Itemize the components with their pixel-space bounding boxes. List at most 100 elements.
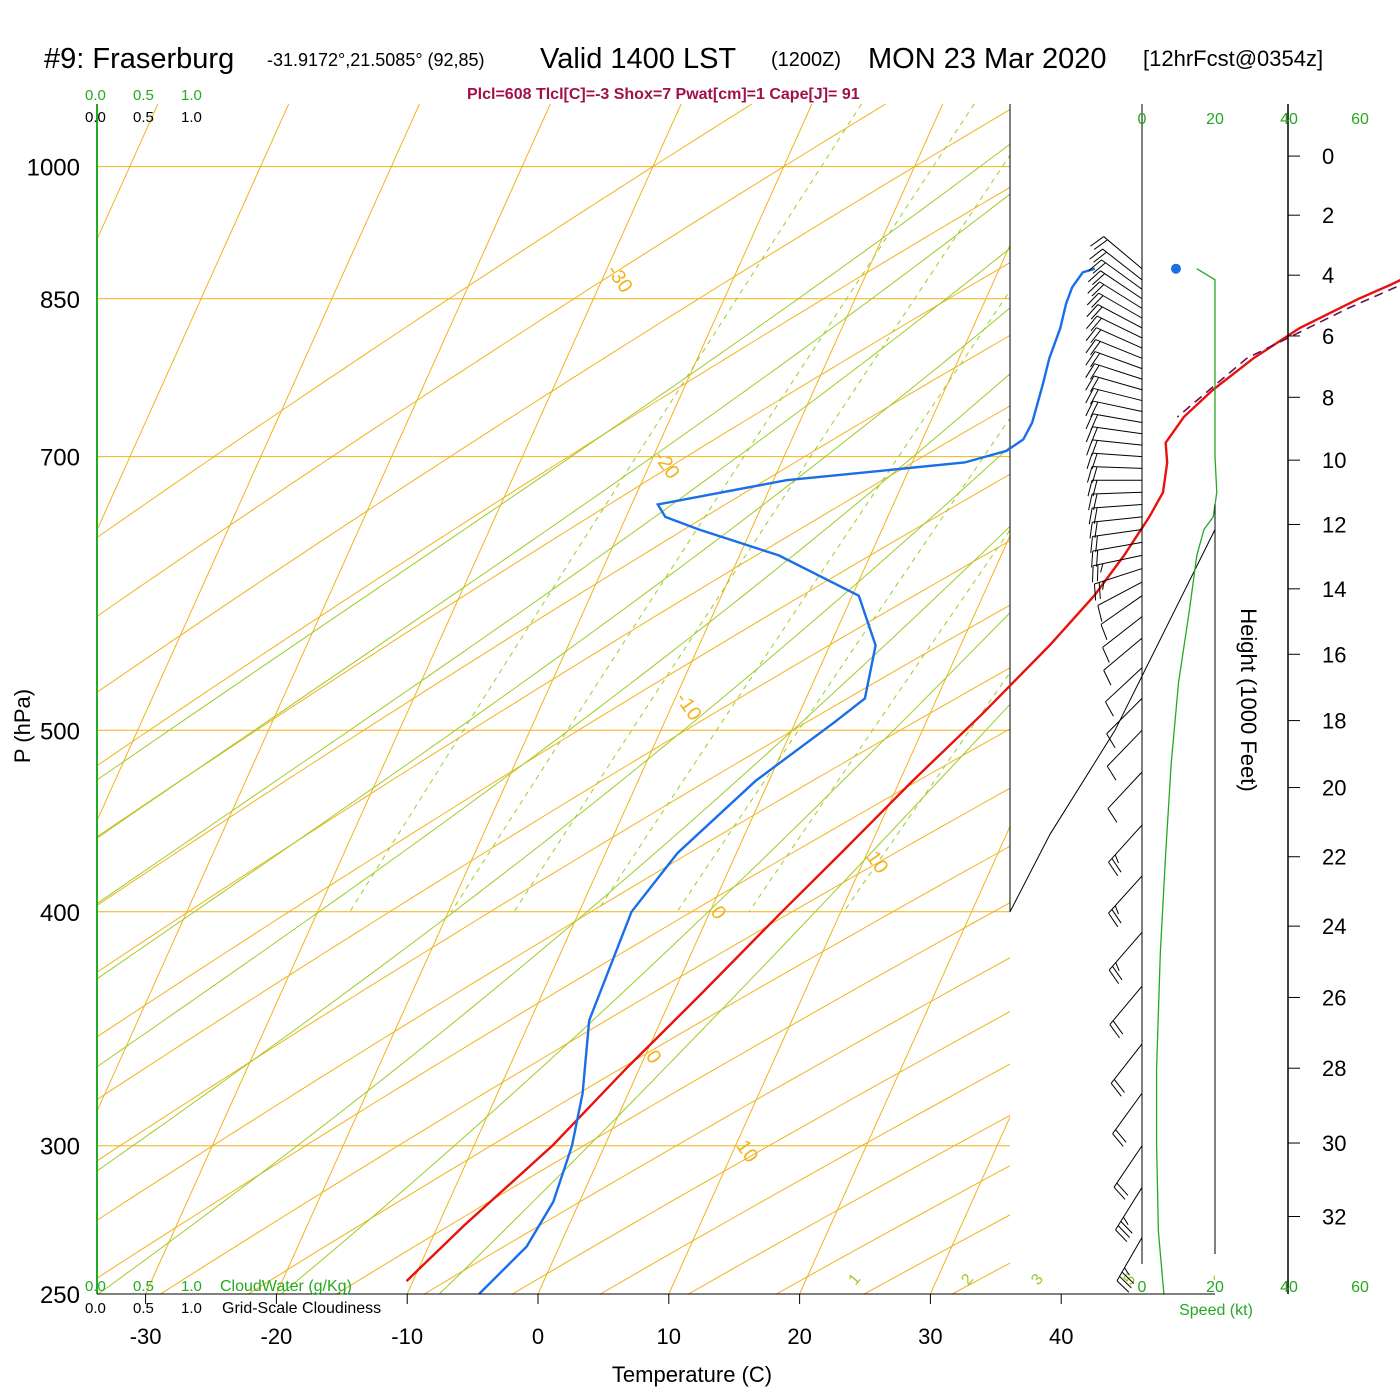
temperature-curve — [405, 278, 1400, 1282]
wind-barb-flag — [1108, 861, 1119, 877]
height-axis-title: Height (1000 Feet) — [1236, 608, 1261, 791]
height-tick-label: 28 — [1322, 1056, 1346, 1081]
wind-barb — [1085, 387, 1143, 405]
x-tick-label: 40 — [1049, 1324, 1073, 1349]
mixing-ratio-line — [450, 104, 975, 913]
wind-barb-flag — [1108, 912, 1119, 928]
x-tick-label: -20 — [261, 1324, 293, 1349]
isotherm-line — [668, 534, 1010, 1294]
height-tick-label: 12 — [1322, 512, 1346, 537]
wind-barb-flag — [1093, 251, 1107, 263]
wind-barb-flag — [1090, 389, 1099, 405]
x-tick-label: 30 — [918, 1324, 942, 1349]
wind-barb-flag — [1097, 605, 1103, 622]
wind-barb — [1086, 315, 1143, 339]
wind-barb — [1087, 270, 1143, 300]
cloudiness-bottom-tick-0: 0.0 — [85, 1300, 106, 1317]
wind-barb — [1091, 541, 1143, 568]
wind-barb-flag — [1107, 808, 1118, 823]
wind-barb-flag — [1090, 317, 1102, 332]
wind-barb-flag — [1100, 563, 1104, 573]
wind-barb-shaft — [1098, 292, 1143, 319]
cloudwater-bottom-tick-2: 1.0 — [181, 1278, 202, 1295]
wind-barb-shaft — [1100, 595, 1143, 625]
speed-tick-2: 40 — [1280, 111, 1298, 128]
cloudwater-bottom-tick-0: 0.0 — [85, 1278, 106, 1295]
speed-label: Speed (kt) — [1179, 1302, 1253, 1319]
wind-barb — [1088, 504, 1143, 525]
wind-barb-flag — [1096, 550, 1099, 567]
valid-time: Valid 1400 LST — [540, 43, 736, 75]
x-tick-label: 10 — [657, 1324, 681, 1349]
mixing-ratio-line — [349, 104, 862, 913]
moist-adiabat-line — [97, 445, 1010, 1172]
wind-barb-flag — [1112, 1133, 1124, 1147]
isotherm-line — [97, 104, 420, 822]
height-tick-label: 18 — [1322, 709, 1346, 734]
wind-barb-flag — [1112, 966, 1123, 981]
wind-barb-flag — [1085, 426, 1093, 443]
wind-barb-shaft — [1092, 541, 1143, 552]
wind-barb-flag — [1108, 969, 1120, 984]
wind-barb-shaft — [1092, 516, 1143, 523]
grid-lines — [97, 104, 1010, 1294]
wind-barb-shaft — [1108, 875, 1143, 914]
wind-barb — [1106, 698, 1143, 749]
wind-barb — [1085, 351, 1143, 370]
speed-bottom-tick-2: 40 — [1280, 1279, 1298, 1296]
wind-barb — [1097, 581, 1143, 622]
wind-barb-flag — [1085, 327, 1097, 342]
wind-barb-flag — [1085, 400, 1094, 417]
speed-bottom-tick-3: 60 — [1351, 1279, 1369, 1296]
wind-barb-flag — [1123, 1216, 1129, 1226]
wind-barb-flag — [1086, 304, 1099, 318]
wind-barb-flag — [1090, 536, 1093, 553]
wind-barb-flag — [1109, 1024, 1120, 1039]
wind-barb — [1088, 491, 1143, 511]
wind-barb-shaft — [1092, 554, 1143, 567]
pressure-tick-label: 250 — [40, 1282, 80, 1309]
cloudwater-tick-2: 1.0 — [181, 87, 202, 104]
speed-tick-3: 60 — [1351, 111, 1369, 128]
wind-barb-flag — [1093, 239, 1108, 250]
wind-barb-flag — [1094, 521, 1098, 539]
height-tick-label: 20 — [1322, 776, 1346, 801]
wind-barb-flag — [1100, 624, 1108, 640]
wind-barb-flag — [1090, 329, 1102, 344]
height-tick-label: 16 — [1322, 642, 1346, 667]
wind-barb-flag — [1090, 306, 1103, 320]
speed-tick-0: 0 — [1138, 111, 1147, 128]
mixing-ratio-line — [513, 154, 1010, 913]
wind-barb — [1085, 327, 1143, 349]
wind-barb — [1088, 259, 1143, 290]
plot-boundary — [1009, 104, 1216, 913]
wind-barb-flag — [1116, 1182, 1129, 1196]
dry-adiabat-line — [97, 405, 1010, 973]
wind-barb-shaft — [1112, 1092, 1143, 1134]
wind-barb-flag — [1090, 352, 1101, 368]
wind-barb-flag — [1120, 1221, 1133, 1234]
wind-barb-flag — [1085, 339, 1097, 354]
moist-adiabat-line — [97, 373, 1010, 1068]
wind-barb-shaft — [1109, 985, 1143, 1025]
wind-barb-shaft — [1092, 466, 1143, 469]
dry-adiabat-line — [97, 728, 1010, 1279]
wind-barb-shaft — [1095, 339, 1143, 359]
wind-barb — [1107, 771, 1143, 823]
valid-date: MON 23 Mar 2020 — [868, 43, 1107, 75]
dry-adiabat-line — [97, 540, 1010, 1101]
wind-barb — [1085, 339, 1143, 359]
pressure-tick-label: 850 — [40, 287, 80, 314]
wind-barb-flag — [1092, 262, 1106, 274]
isotherm-line — [97, 104, 290, 532]
wind-barb-shaft — [1097, 304, 1143, 329]
wind-barb-shaft — [1092, 426, 1143, 435]
wind-barb-flag — [1087, 270, 1101, 283]
wind-barb-flag — [1106, 733, 1116, 749]
wind-barb-flag — [1089, 522, 1093, 539]
wind-speed-profile — [1155, 268, 1218, 1295]
cloudwater-tick-0: 0.0 — [85, 87, 106, 104]
wind-barb-shaft — [1094, 568, 1143, 585]
wind-barb-flag — [1091, 550, 1094, 568]
wind-barb-shaft — [1116, 1237, 1143, 1282]
